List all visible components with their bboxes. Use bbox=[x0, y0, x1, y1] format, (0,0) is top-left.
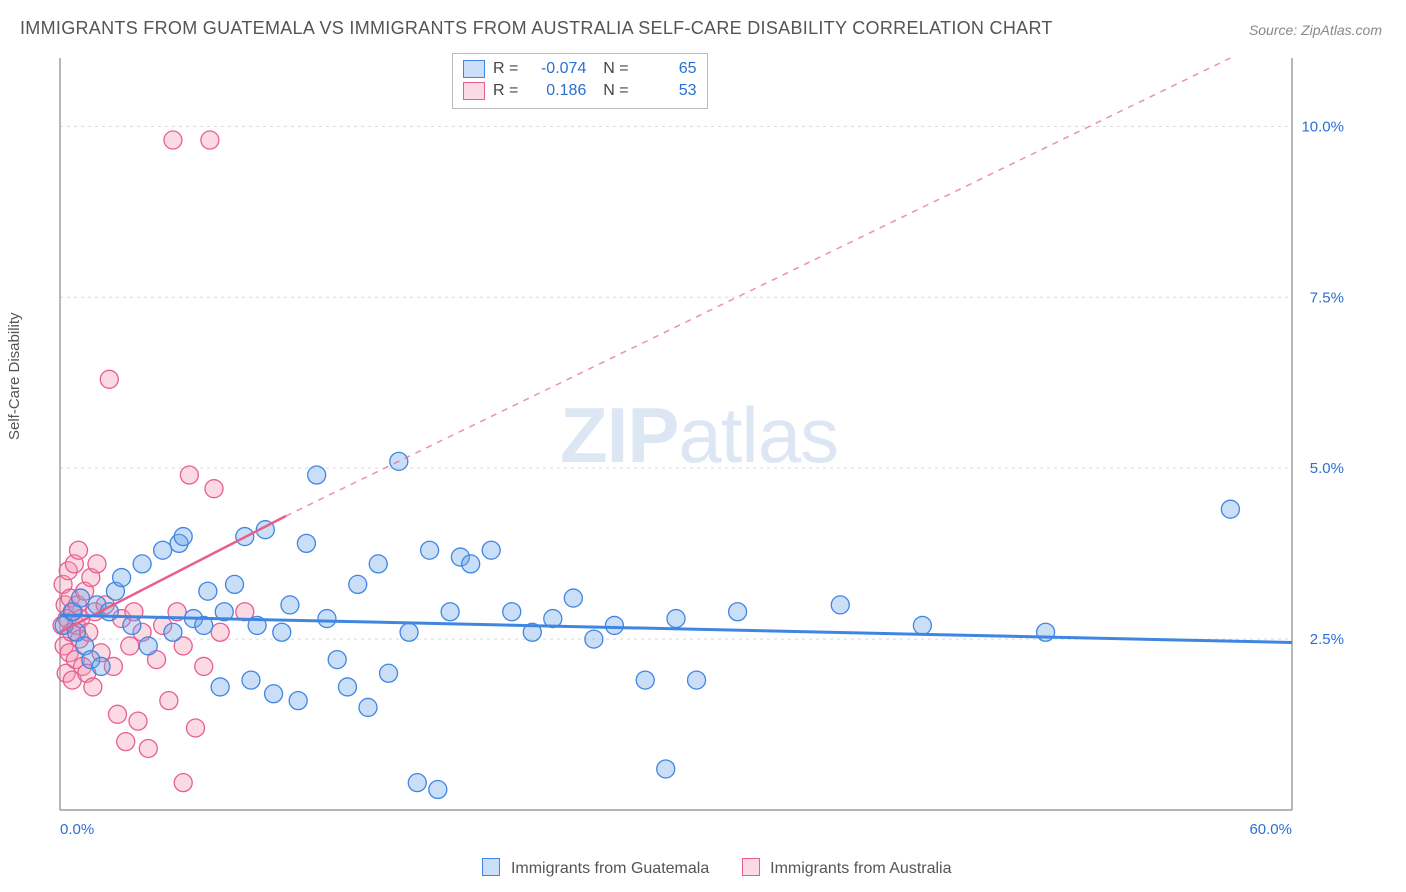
svg-text:60.0%: 60.0% bbox=[1249, 821, 1292, 838]
stat-n-guatemala: 65 bbox=[637, 60, 697, 78]
stat-r-australia: 0.186 bbox=[526, 82, 586, 100]
stat-legend-row-guatemala: R = -0.074 N = 65 bbox=[463, 58, 697, 80]
legend-label-guatemala: Immigrants from Guatemala bbox=[511, 860, 709, 877]
series-legend: Immigrants from Guatemala Immigrants fro… bbox=[0, 858, 1406, 878]
swatch-icon bbox=[463, 60, 485, 78]
stat-legend: R = -0.074 N = 65 R = 0.186 N = 53 bbox=[452, 53, 708, 109]
stat-r-guatemala: -0.074 bbox=[526, 60, 586, 78]
svg-text:2.5%: 2.5% bbox=[1310, 631, 1344, 648]
stat-r-label: R = bbox=[493, 60, 518, 78]
svg-text:5.0%: 5.0% bbox=[1310, 460, 1344, 477]
y-axis-label: Self-Care Disability bbox=[6, 312, 23, 440]
chart-svg: 2.5% 5.0% 7.5% 10.0% 0.0% 60.0% bbox=[52, 50, 1352, 840]
swatch-icon bbox=[482, 858, 500, 876]
legend-label-australia: Immigrants from Australia bbox=[770, 860, 951, 877]
svg-text:0.0%: 0.0% bbox=[60, 821, 94, 838]
source-credit: Source: ZipAtlas.com bbox=[1249, 22, 1382, 38]
stat-r-label: R = bbox=[493, 82, 518, 100]
svg-text:7.5%: 7.5% bbox=[1310, 289, 1344, 306]
chart-title: IMMIGRANTS FROM GUATEMALA VS IMMIGRANTS … bbox=[20, 18, 1053, 39]
stat-legend-row-australia: R = 0.186 N = 53 bbox=[463, 80, 697, 102]
stat-n-label: N = bbox=[594, 60, 628, 78]
swatch-icon bbox=[463, 82, 485, 100]
svg-text:10.0%: 10.0% bbox=[1301, 118, 1344, 135]
stat-n-australia: 53 bbox=[637, 82, 697, 100]
swatch-icon bbox=[742, 858, 760, 876]
scatter-plot: 2.5% 5.0% 7.5% 10.0% 0.0% 60.0% bbox=[52, 50, 1352, 840]
stat-n-label: N = bbox=[594, 82, 628, 100]
